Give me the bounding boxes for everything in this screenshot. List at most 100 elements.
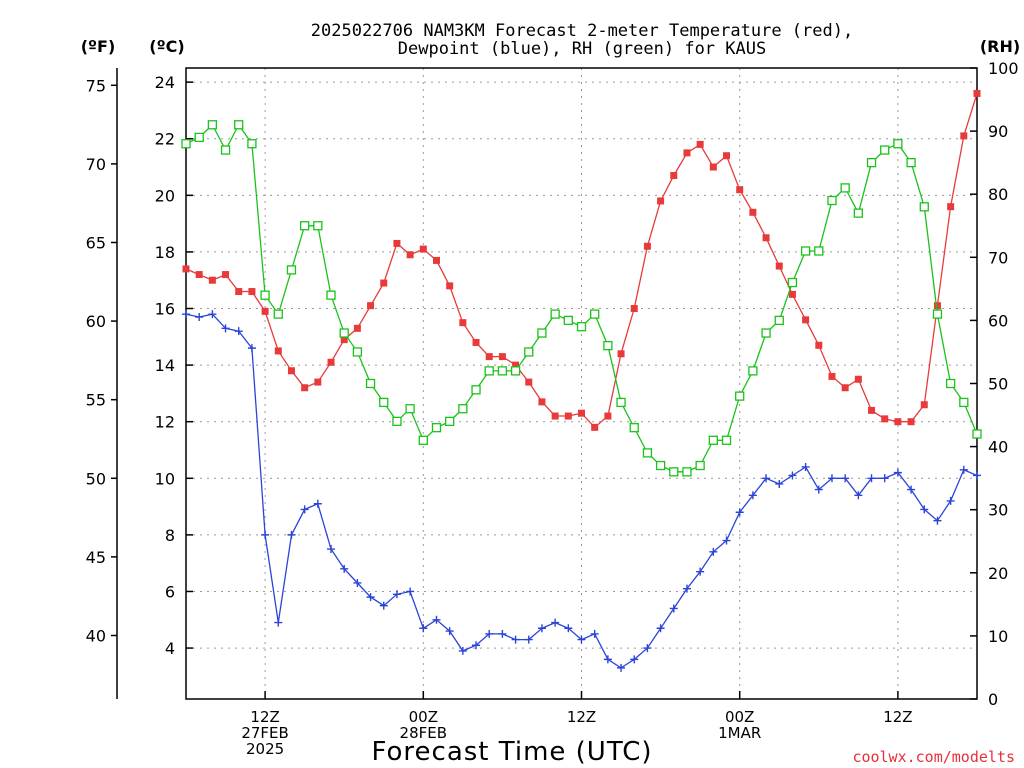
rh-tick-label: 40 bbox=[988, 438, 1008, 457]
rh-point bbox=[669, 467, 679, 477]
temperature-point bbox=[749, 208, 757, 216]
rh-tick-label: 50 bbox=[988, 375, 1008, 394]
dewpoint-point bbox=[432, 615, 441, 624]
temperature-point bbox=[617, 350, 625, 358]
dewpoint-point bbox=[353, 578, 362, 587]
rh-unit-label: (RH) bbox=[980, 37, 1020, 56]
rh-point bbox=[299, 221, 310, 231]
temperature-point bbox=[854, 375, 862, 383]
temperature-point bbox=[406, 251, 414, 259]
temperature-point bbox=[709, 163, 717, 171]
rh-point bbox=[484, 366, 494, 376]
dewpoint-point bbox=[537, 624, 546, 633]
temperature-point bbox=[446, 282, 454, 290]
x-tick-label: 2025 bbox=[246, 740, 284, 758]
temperature-point bbox=[868, 406, 876, 414]
rh-point bbox=[352, 347, 363, 357]
rh-tick-label: 90 bbox=[988, 122, 1008, 141]
dewpoint-point bbox=[551, 618, 560, 627]
dewpoint-point bbox=[643, 644, 652, 653]
rh-point bbox=[524, 347, 534, 357]
rh-point bbox=[629, 423, 639, 433]
dewpoint-point bbox=[656, 624, 665, 633]
rh-point bbox=[761, 328, 771, 338]
dewpoint-point bbox=[498, 629, 507, 638]
celsius-tick-label: 6 bbox=[165, 582, 175, 601]
rh-point bbox=[603, 340, 613, 351]
dewpoint-point bbox=[893, 468, 902, 477]
dewpoint-point bbox=[603, 655, 612, 664]
temperature-point bbox=[775, 262, 783, 270]
rh-point bbox=[919, 202, 929, 212]
dewpoint-point bbox=[696, 567, 705, 576]
temperature-point bbox=[301, 384, 309, 392]
rh-point bbox=[392, 416, 402, 427]
dewpoint-point bbox=[814, 485, 823, 494]
chart-title-line2: Dewpoint (blue), RH (green) for KAUS bbox=[398, 39, 766, 59]
rh-point bbox=[866, 157, 877, 168]
rh-point bbox=[379, 397, 389, 408]
rh-point bbox=[695, 460, 705, 471]
temperature-point bbox=[367, 302, 375, 310]
x-tick-label: 12Z bbox=[567, 708, 596, 726]
fahrenheit-tick-label: 70 bbox=[86, 155, 106, 174]
temperature-point bbox=[736, 186, 744, 194]
dewpoint-point bbox=[366, 593, 375, 602]
dewpoint-point bbox=[261, 530, 270, 539]
axes bbox=[116, 67, 978, 700]
temperature-point bbox=[881, 415, 889, 423]
dewpoint-point bbox=[682, 584, 691, 593]
x-tick-label: 1MAR bbox=[718, 724, 761, 742]
rh-point bbox=[945, 378, 956, 389]
celsius-tick-label: 22 bbox=[155, 130, 175, 149]
dewpoint-point bbox=[933, 516, 942, 525]
temperature-point bbox=[419, 245, 427, 253]
rh-point bbox=[326, 290, 336, 300]
dewpoint-point bbox=[445, 627, 454, 636]
rh-point bbox=[827, 195, 837, 206]
dewpoint-point bbox=[221, 324, 230, 333]
dewpoint-point bbox=[472, 641, 481, 650]
dewpoint-point bbox=[247, 344, 256, 353]
rh-point bbox=[431, 423, 442, 433]
dewpoint-point bbox=[208, 310, 217, 319]
rh-point bbox=[853, 208, 863, 218]
x-tick-label: 00Z bbox=[409, 708, 438, 726]
dewpoint-point bbox=[854, 491, 863, 500]
rh-point bbox=[194, 132, 204, 143]
axis-ticks: 4 6 8 10 12 14 16 18 20 22 24 40 45 50 55 60 65 70 75 0 10 20… bbox=[86, 59, 1019, 758]
rh-tick-label: 20 bbox=[988, 564, 1008, 583]
temperature-point bbox=[222, 271, 230, 279]
temperature-point bbox=[696, 140, 704, 148]
celsius-tick-label: 8 bbox=[165, 526, 175, 545]
dewpoint-point bbox=[748, 491, 757, 500]
fahrenheit-tick-label: 60 bbox=[86, 312, 106, 331]
rh-tick-label: 60 bbox=[988, 311, 1008, 330]
x-tick-label: 12Z bbox=[250, 708, 279, 726]
rh-point bbox=[708, 435, 718, 445]
credit-text: coolwx.com/modelts bbox=[852, 748, 1015, 766]
rh-point bbox=[234, 120, 244, 130]
dewpoint-point bbox=[735, 508, 744, 517]
x-tick-label: 28FEB bbox=[400, 724, 447, 742]
rh-point bbox=[510, 366, 521, 376]
dewpoint-point bbox=[564, 624, 573, 633]
temperature-point bbox=[393, 239, 401, 247]
temperature-point bbox=[670, 172, 678, 180]
rh-tick-label: 10 bbox=[988, 627, 1008, 646]
temperature-point bbox=[683, 149, 691, 157]
temperature-series bbox=[182, 89, 981, 431]
temperature-point bbox=[459, 319, 467, 327]
rh-point bbox=[207, 120, 218, 130]
rh-point bbox=[405, 404, 415, 414]
celsius-tick-label: 20 bbox=[155, 186, 175, 205]
dewpoint-point bbox=[775, 479, 784, 488]
temperature-point bbox=[591, 423, 599, 431]
temperature-point bbox=[432, 256, 440, 264]
rh-point bbox=[814, 246, 824, 256]
temperature-point bbox=[802, 316, 810, 324]
rh-point bbox=[800, 246, 811, 256]
dewpoint-point bbox=[867, 474, 876, 483]
rh-point bbox=[418, 435, 428, 445]
